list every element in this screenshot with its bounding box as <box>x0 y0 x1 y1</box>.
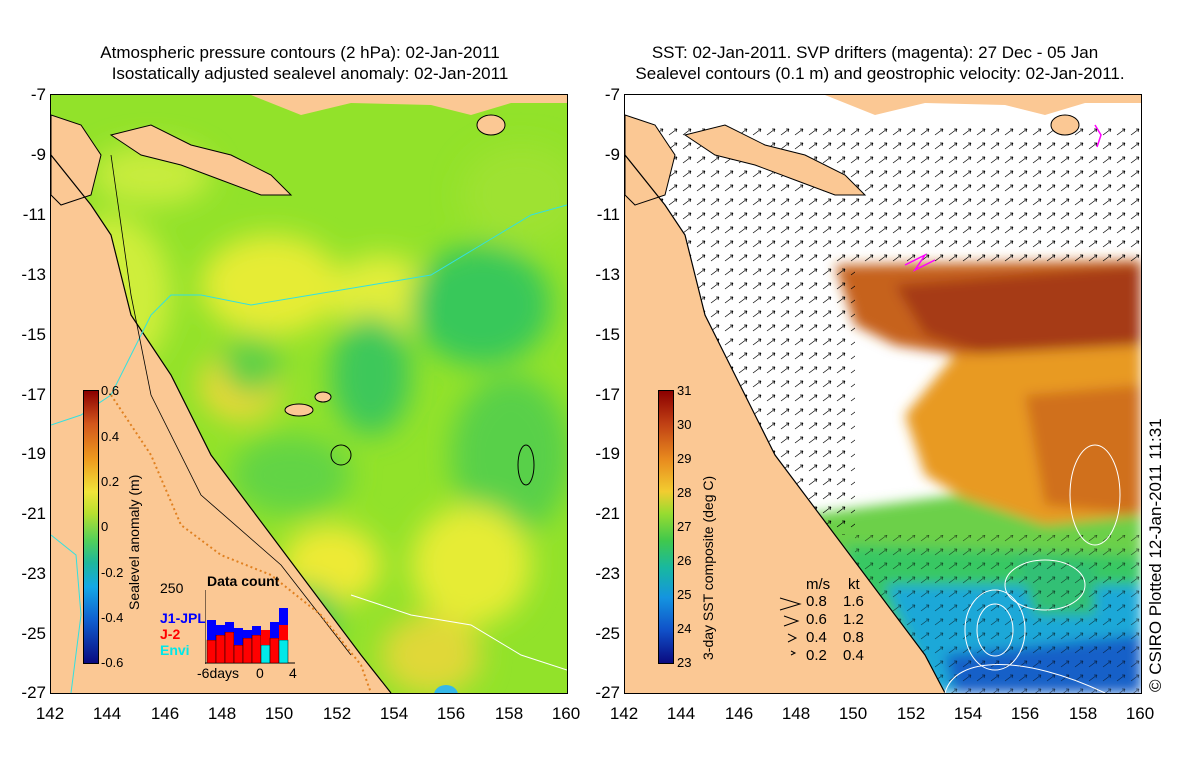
velocity-legend-kt-header: kt <box>848 576 860 593</box>
velocity-legend-row3-kt: 0.4 <box>843 647 864 664</box>
right-xtick: 158 <box>1068 704 1098 723</box>
left-xtick: 150 <box>264 704 294 723</box>
right-ytick: -7 <box>604 85 620 104</box>
right-ytick: -9 <box>604 145 620 164</box>
velocity-legend-ms-header: m/s <box>806 576 831 593</box>
inset-title: Data count <box>207 573 280 589</box>
right-cbar-tick-0: 31 <box>677 383 692 398</box>
inset-legend-j2: J-2 <box>160 626 181 642</box>
left-ytick: -15 <box>21 325 46 344</box>
inset-max-label: 250 <box>160 580 184 596</box>
inset-xlabel-zero: 0 <box>256 665 264 681</box>
right-xtick: 150 <box>838 704 868 723</box>
left-xtick: 158 <box>494 704 524 723</box>
right-cbar-tick-4: 27 <box>677 519 692 534</box>
right-ytick: -15 <box>595 325 620 344</box>
left-xtick: 156 <box>436 704 466 723</box>
left-xtick: 154 <box>379 704 409 723</box>
velocity-legend-row0-ms: 0.8 <box>806 593 827 610</box>
inset-xlabel-start: -6days <box>197 665 240 681</box>
right-ytick: -13 <box>595 265 620 284</box>
velocity-legend-row1-ms: 0.6 <box>806 611 827 628</box>
right-cbar-tick-3: 28 <box>677 485 692 500</box>
inset-legend-j1: J1-JPL <box>160 610 206 626</box>
velocity-legend-row0-kt: 1.6 <box>843 593 864 610</box>
left-ytick: -9 <box>30 145 46 164</box>
right-xtick: 142 <box>609 704 639 723</box>
left-cbar-tick-4: -0.2 <box>101 565 124 580</box>
right-xtick: 152 <box>896 704 926 723</box>
csiro-credit: © CSIRO Plotted 12-Jan-2011 11:31 <box>1146 418 1165 692</box>
right-xtick: 154 <box>953 704 983 723</box>
right-ytick: -21 <box>595 504 620 523</box>
left-ytick: -11 <box>22 205 46 224</box>
right-cbar-tick-5: 26 <box>677 553 692 568</box>
right-xtick: 144 <box>666 704 696 723</box>
left-xtick: 144 <box>92 704 122 723</box>
velocity-legend-arrows <box>778 594 804 664</box>
left-map-panel[interactable] <box>50 94 568 694</box>
inset-chart <box>204 590 295 664</box>
left-title-line2: Isostatically adjusted sealevel anomaly:… <box>111 64 509 83</box>
right-cbar-tick-1: 30 <box>677 417 692 432</box>
inset-xlabel-end: 4 <box>289 665 297 681</box>
right-ytick: -23 <box>595 564 620 583</box>
sst-map <box>625 95 1141 693</box>
left-cbar-title: Sealevel anomaly (m) <box>126 474 142 610</box>
left-cbar-tick-5: -0.4 <box>101 610 124 625</box>
velocity-legend-row1-kt: 1.2 <box>843 611 864 628</box>
velocity-legend-row2-ms: 0.4 <box>806 629 827 646</box>
right-xtick: 160 <box>1125 704 1155 723</box>
right-title-line1: SST: 02-Jan-2011. SVP drifters (magenta)… <box>651 43 1099 62</box>
inset-legend-envi: Envi <box>160 642 190 658</box>
right-title-line2: Sealevel contours (0.1 m) and geostrophi… <box>635 64 1125 83</box>
right-ytick: -11 <box>596 205 620 224</box>
right-cbar-tick-6: 25 <box>677 587 692 602</box>
left-ytick: -7 <box>30 85 46 104</box>
left-title-line1: Atmospheric pressure contours (2 hPa): 0… <box>100 43 500 62</box>
left-cbar-tick-3: 0 <box>101 519 109 534</box>
right-cbar-tick-2: 29 <box>677 451 692 466</box>
left-ytick: -27 <box>21 683 46 702</box>
left-ytick: -21 <box>21 504 46 523</box>
left-colorbar <box>83 390 99 664</box>
right-ytick: -17 <box>595 385 620 404</box>
left-cbar-tick-1: 0.4 <box>101 429 120 444</box>
sealevel-anomaly-map <box>51 95 567 693</box>
left-xtick: 146 <box>150 704 180 723</box>
left-ytick: -19 <box>21 444 46 463</box>
right-xtick: 156 <box>1010 704 1040 723</box>
right-xtick: 146 <box>724 704 754 723</box>
right-cbar-title: 3-day SST composite (deg C) <box>700 475 716 660</box>
right-cbar-tick-7: 24 <box>677 621 692 636</box>
right-cbar-tick-8: 23 <box>677 655 692 670</box>
left-ytick: -23 <box>21 564 46 583</box>
right-ytick: -19 <box>595 444 620 463</box>
velocity-legend-row3-ms: 0.2 <box>806 647 827 664</box>
left-xtick: 160 <box>551 704 581 723</box>
left-cbar-tick-2: 0.2 <box>101 474 120 489</box>
velocity-legend-row2-kt: 0.8 <box>843 629 864 646</box>
left-xtick: 142 <box>35 704 65 723</box>
left-cbar-tick-6: -0.6 <box>101 655 124 670</box>
left-ytick: -25 <box>21 624 46 643</box>
left-cbar-tick-0: 0.6 <box>101 383 120 398</box>
left-xtick: 148 <box>207 704 237 723</box>
right-map-panel[interactable] <box>624 94 1142 694</box>
right-xtick: 148 <box>781 704 811 723</box>
right-ytick: -25 <box>595 624 620 643</box>
left-ytick: -17 <box>21 385 46 404</box>
left-ytick: -13 <box>21 265 46 284</box>
right-colorbar <box>658 390 674 664</box>
left-xtick: 152 <box>322 704 352 723</box>
right-ytick: -27 <box>595 683 620 702</box>
